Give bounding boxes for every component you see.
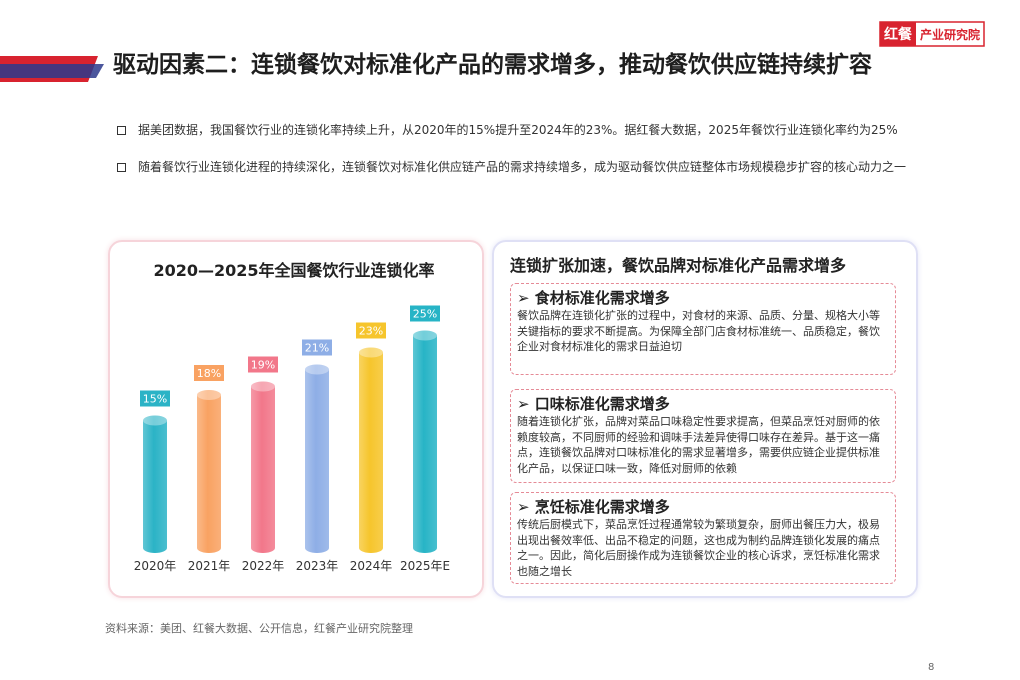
- box-heading: ➢ 口味标准化需求增多: [517, 395, 670, 413]
- value-label-bg: [140, 390, 170, 407]
- header-stripe-blue: [0, 64, 104, 78]
- info-box: ➢ 烹饪标准化需求增多 传统后厨模式下，菜品烹饪过程通常较为繁琐复杂，厨师出餐压…: [510, 492, 896, 584]
- value-label-bg: [410, 305, 440, 322]
- box-title: 食材标准化需求增多: [534, 289, 670, 307]
- value-label: 19%: [251, 359, 275, 372]
- value-label: 15%: [143, 393, 167, 406]
- box-text: 随着连锁化扩张，品牌对菜品口味稳定性要求提高，但菜品烹饪对厨师的依赖度较高，不同…: [517, 415, 880, 475]
- bullet: 据美团数据，我国餐饮行业的连锁化率持续上升，从2020年的15%提升至2024年…: [117, 123, 913, 138]
- box-title: 口味标准化需求增多: [534, 395, 670, 413]
- logo-block: [880, 22, 916, 46]
- value-label: 18%: [197, 367, 221, 380]
- bar-cap: [251, 381, 275, 392]
- box-text: 传统后厨模式下，菜品烹饪过程通常较为繁琐复杂，厨师出餐压力大，极易出现出餐效率低…: [517, 518, 880, 578]
- bar-cap: [143, 415, 167, 426]
- x-tick-label: 2024年: [350, 559, 393, 573]
- x-tick-label: 2021年: [188, 559, 231, 573]
- bullet-text: 随着餐饮行业连锁化进程的持续深化，连锁餐饮对标准化供应链产品的需求持续增多，成为…: [138, 160, 907, 174]
- value-label: 25%: [413, 308, 437, 321]
- panel: [492, 240, 918, 598]
- chart: 2020—2025年全国餐饮行业连锁化率 15% 2020年 18% 2021年 19%…: [134, 261, 450, 573]
- x-tick-label: 2023年: [296, 559, 339, 573]
- info-box: ➢ 食材标准化需求增多 餐饮品牌在连锁化扩张的过程中，对食材的来源、品质、分量、…: [510, 283, 896, 375]
- value-label-bg: [248, 356, 278, 373]
- box-heading: ➢ 烹饪标准化需求增多: [517, 498, 670, 516]
- box-title: 烹饪标准化需求增多: [534, 498, 670, 516]
- panel-title: 连锁扩张加速，餐饮品牌对标准化产品需求增多: [510, 256, 847, 275]
- info-box: ➢ 口味标准化需求增多 随着连锁化扩张，品牌对菜品口味稳定性要求提高，但菜品烹饪…: [510, 389, 896, 483]
- x-tick-label: 2025年E: [400, 559, 450, 573]
- bullet: 随着餐饮行业连锁化进程的持续深化，连锁餐饮对标准化供应链产品的需求持续增多，成为…: [117, 160, 913, 175]
- bar-cap: [413, 330, 437, 341]
- value-label: 21%: [305, 342, 329, 355]
- source-note: 资料来源：美团、红餐大数据、公开信息，红餐产业研究院整理: [105, 622, 413, 635]
- value-label-bg: [356, 322, 386, 339]
- logo-brand: 红餐: [884, 26, 913, 43]
- x-tick-label: 2020年: [134, 559, 177, 573]
- x-tick-label: 2022年: [242, 559, 285, 573]
- bar-cap: [305, 364, 329, 375]
- value-label-bg: [194, 365, 224, 381]
- page-title: 驱动因素二：连锁餐饮对标准化产品的需求增多，推动餐饮供应链持续扩容: [113, 52, 872, 78]
- chart-card: [108, 240, 484, 598]
- box-text: 餐饮品牌在连锁化扩张的过程中，对食材的来源、品质、分量、规格大小等关键指标的要求…: [517, 309, 880, 353]
- bullet-text: 据美团数据，我国餐饮行业的连锁化率持续上升，从2020年的15%提升至2024年…: [138, 123, 898, 137]
- bar-cap: [359, 347, 383, 358]
- bar-cap: [197, 390, 221, 400]
- value-label: 23%: [359, 325, 383, 338]
- value-label-bg: [302, 339, 332, 356]
- bar: [143, 415, 167, 553]
- box-heading: ➢ 食材标准化需求增多: [517, 289, 670, 307]
- chart-title: 2020—2025年全国餐饮行业连锁化率: [153, 261, 434, 280]
- bar: [305, 364, 329, 553]
- bar: [413, 330, 437, 553]
- logo-name: 产业研究院: [920, 27, 980, 42]
- bar: [251, 381, 275, 553]
- page-number: 8: [928, 662, 935, 673]
- bar: [359, 347, 383, 553]
- bar: [197, 390, 221, 553]
